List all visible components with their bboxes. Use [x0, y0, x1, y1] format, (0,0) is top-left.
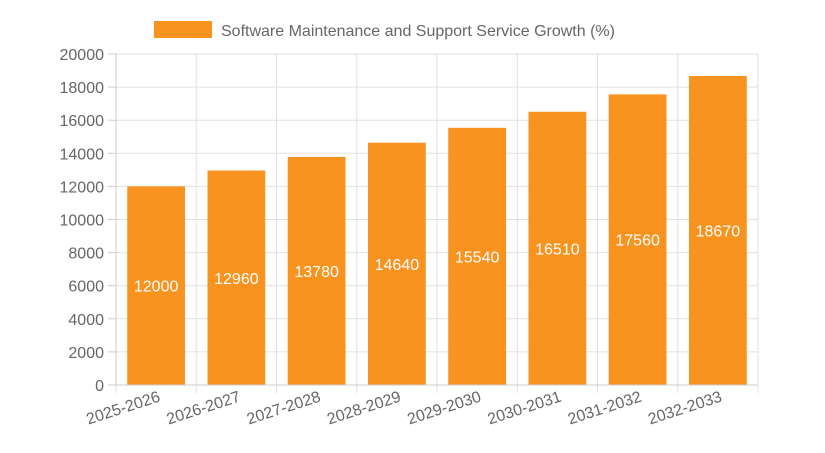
legend[interactable]: Software Maintenance and Support Service…: [154, 21, 615, 40]
data-label-2029-2030: 15540: [455, 249, 500, 266]
y-tick-label: 8000: [68, 246, 104, 263]
legend-label: Software Maintenance and Support Service…: [221, 23, 615, 40]
data-label-2031-2032: 17560: [615, 233, 660, 250]
y-tick-label: 18000: [60, 80, 105, 97]
data-label-2030-2031: 16510: [535, 241, 580, 258]
data-label-2032-2033: 18670: [696, 224, 741, 241]
y-tick-label: 10000: [60, 213, 105, 230]
bars: [127, 76, 747, 386]
legend-swatch: [154, 21, 212, 38]
bar-2029-2030[interactable]: [448, 127, 507, 386]
bar-2031-2032[interactable]: [608, 94, 667, 385]
bar-2027-2028[interactable]: [287, 156, 346, 385]
y-tick-label: 0: [95, 378, 104, 395]
data-label-2026-2027: 12960: [214, 271, 259, 288]
bar-2026-2027[interactable]: [207, 170, 266, 385]
data-label-2028-2029: 14640: [375, 257, 420, 274]
bar-2028-2029[interactable]: [367, 142, 426, 385]
x-axis-ticks: 2025-2026 2026-2027 2027-2028 2028-2029 2029…: [84, 389, 724, 429]
x-tick-label: 2031-2032: [566, 389, 644, 429]
y-tick-label: 4000: [68, 312, 104, 329]
data-label-2025-2026: 12000: [134, 279, 179, 296]
y-tick-label: 16000: [60, 113, 105, 130]
x-tick-label: 2028-2029: [325, 389, 403, 429]
data-labels: 12000 12960 13780 14640 15540 16510 17560 18670: [134, 224, 740, 296]
y-tick-label: 20000: [60, 47, 105, 64]
y-tick-label: 2000: [68, 345, 104, 362]
y-tick-label: 6000: [68, 279, 104, 296]
x-tick-label: 2032-2033: [646, 389, 724, 429]
y-tick-label: 12000: [60, 179, 105, 196]
bar-2032-2033[interactable]: [688, 76, 747, 385]
bar-2030-2031[interactable]: [528, 111, 587, 386]
y-axis-ticks: 0 2000 4000 6000 8000 10000 12000 14000 16000 180…: [60, 47, 116, 395]
x-tick-label: 2026-2027: [165, 389, 243, 429]
data-label-2027-2028: 13780: [294, 264, 339, 281]
bar-2025-2026[interactable]: [127, 186, 186, 385]
x-tick-label: 2030-2031: [486, 389, 564, 429]
x-tick-label: 2027-2028: [245, 389, 323, 429]
y-tick-label: 14000: [60, 146, 105, 163]
x-tick-label: 2029-2030: [405, 389, 483, 429]
